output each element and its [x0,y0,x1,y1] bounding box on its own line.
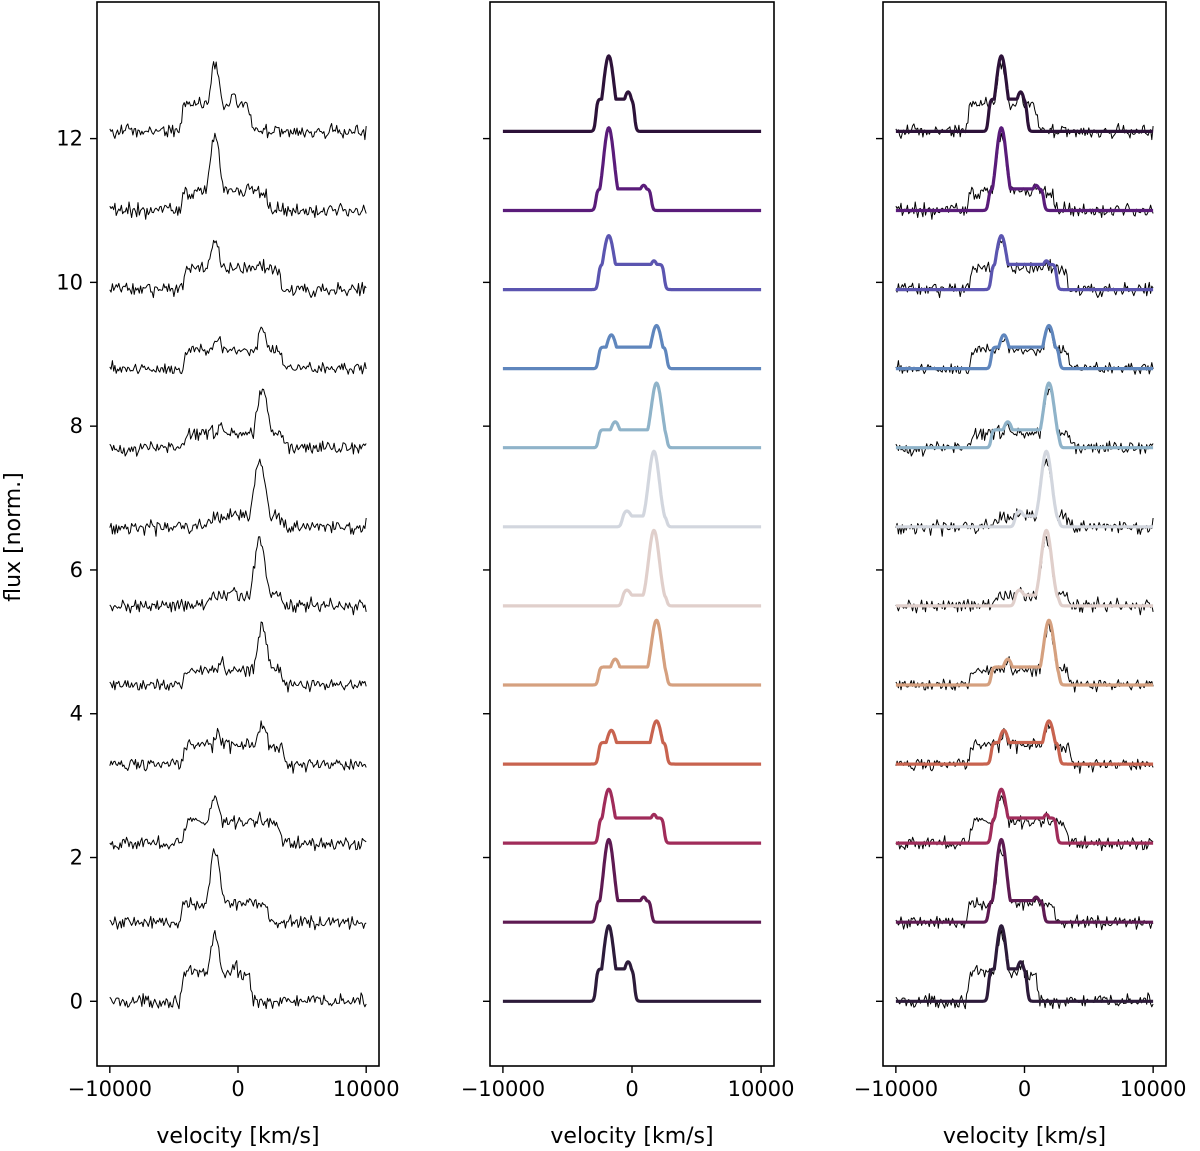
observed-spectrum-5 [109,536,367,616]
model-profile-2 [894,787,1155,845]
y-tick-label: 8 [70,414,83,438]
model-profile-3 [502,719,763,766]
observed-spectrum-2 [109,795,367,852]
model-profile-11 [894,54,1155,133]
model-profile-5 [502,528,763,608]
model-profile-10 [894,126,1155,213]
model-profile-2 [502,787,763,845]
model-profile-1 [502,837,763,924]
model-profile-8 [502,323,763,371]
model-profile-9 [894,234,1155,292]
x-axis-label: velocity [km/s] [943,1124,1106,1149]
observed-spectrum-0 [895,930,1154,1010]
observed-spectrum-8 [109,326,367,375]
observed-spectrum-0 [109,930,367,1010]
observed-spectrum-8 [895,326,1154,375]
observed-spectrum-3 [895,720,1154,774]
y-tick-label: 2 [70,846,83,870]
panel-2: −10000 0 10000 velocity [km/s] [461,1,795,1149]
plot-area [502,54,763,1003]
observed-spectrum-4 [109,621,367,693]
plot-area [894,54,1155,1010]
observed-spectrum-3 [109,720,367,774]
x-tick-label: 0 [625,1077,638,1101]
y-tick-label: 12 [56,127,83,151]
model-profile-7 [502,381,763,450]
observed-spectrum-10 [895,132,1154,220]
model-profile-7 [894,381,1155,450]
axes-frame [489,1,775,1067]
observed-spectrum-1 [109,848,367,931]
model-profile-6 [502,449,763,529]
observed-spectrum-10 [109,132,367,220]
model-profile-6 [894,449,1155,529]
model-profile-5 [894,528,1155,608]
model-profile-0 [502,924,763,1003]
x-tick-label: 10000 [333,1077,400,1101]
plot-area [109,61,367,1010]
x-tick-label: 10000 [728,1077,795,1101]
model-profile-4 [894,618,1155,687]
model-profile-11 [502,54,763,133]
observed-spectrum-9 [109,239,367,299]
x-tick-label: 0 [231,1077,244,1101]
x-tick-label: 10000 [1120,1077,1187,1101]
model-profile-1 [894,837,1155,924]
x-axis-label: velocity [km/s] [156,1124,319,1149]
y-tick-label: 0 [70,989,83,1013]
x-axis-label: velocity [km/s] [550,1124,713,1149]
y-axis-label: flux [norm.] [1,472,26,601]
x-tick-label: −10000 [461,1077,545,1101]
y-tick-label: 10 [56,270,83,294]
observed-spectrum-11 [109,61,367,141]
axes-frame [96,1,380,1067]
observed-spectrum-4 [895,621,1154,693]
axes-frame [882,1,1167,1067]
x-tick-label: −10000 [854,1077,938,1101]
x-tick-label: 0 [1018,1077,1031,1101]
model-profile-9 [502,234,763,292]
observed-spectrum-6 [895,458,1154,537]
x-tick-label: −10000 [68,1077,152,1101]
y-tick-label: 6 [70,558,83,582]
panel-1: −10000 0 10000 velocity [km/s] 0 2 4 6 8 10 12 [56,1,400,1149]
observed-spectrum-7 [109,388,367,457]
panel-3: −10000 0 10000 velocity [km/s] [854,1,1187,1149]
model-profile-0 [894,924,1155,1003]
observed-spectrum-5 [895,536,1154,616]
model-profile-4 [502,618,763,687]
model-profile-8 [894,323,1155,371]
observed-spectrum-1 [895,848,1154,931]
y-tick-label: 4 [70,702,83,726]
model-profile-10 [502,126,763,213]
model-profile-3 [894,719,1155,766]
observed-spectrum-6 [109,458,367,537]
